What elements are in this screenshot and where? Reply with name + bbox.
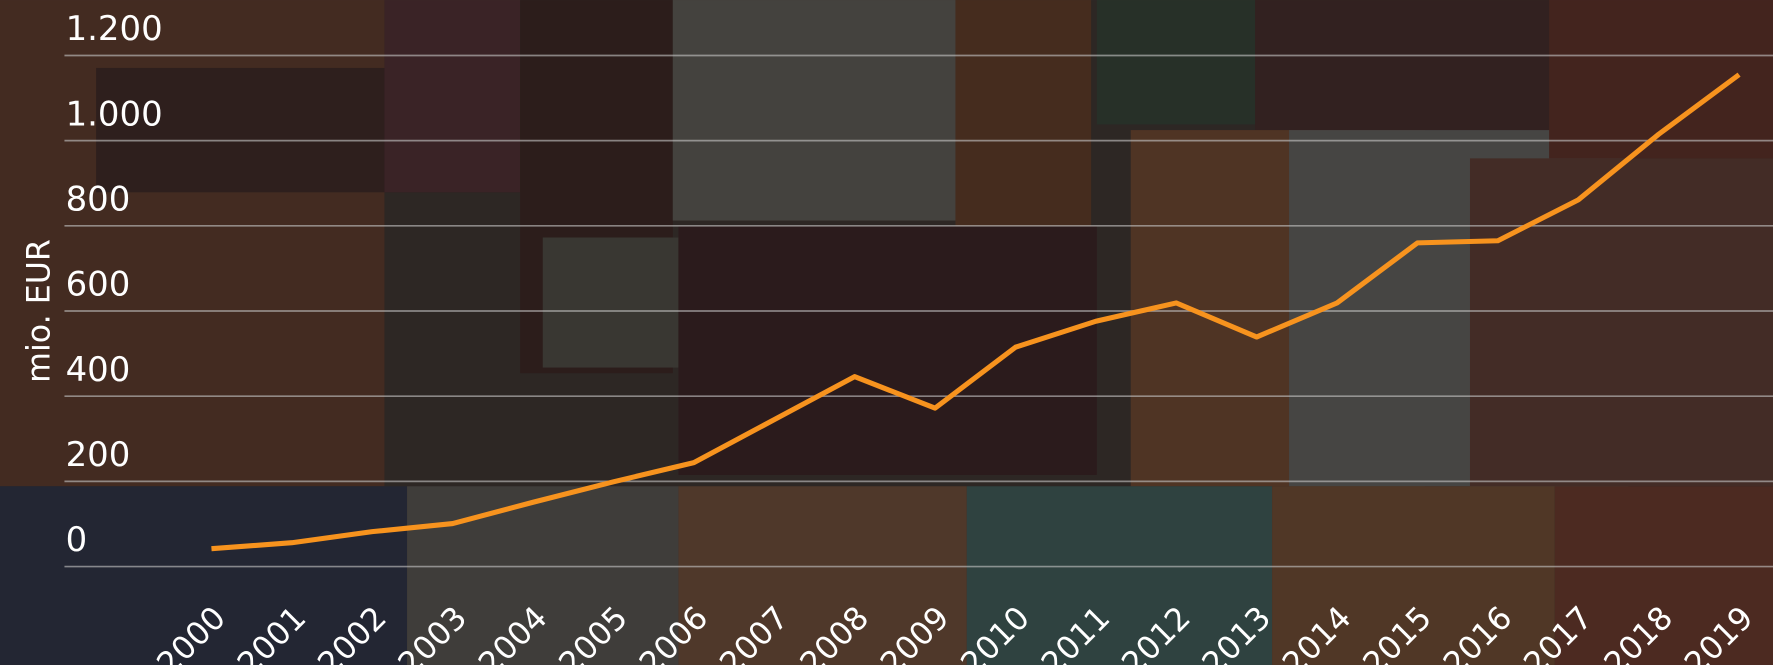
y-tick-label: 0	[66, 520, 88, 559]
y-tick-label: 600	[66, 265, 131, 304]
y-axis-label: mio. EUR	[22, 239, 58, 383]
y-tick-label: 400	[66, 350, 131, 389]
chart: mio. EUR 02004006008001.0001.20020002001…	[0, 0, 1773, 665]
y-tick-label: 1.000	[66, 94, 163, 133]
y-tick-label: 1.200	[66, 9, 163, 48]
background-photo	[0, 0, 1773, 665]
y-tick-label: 800	[66, 179, 131, 218]
y-tick-label: 200	[66, 435, 131, 474]
page: {"chart_data": {"type": "line", "y_label…	[0, 0, 1773, 665]
